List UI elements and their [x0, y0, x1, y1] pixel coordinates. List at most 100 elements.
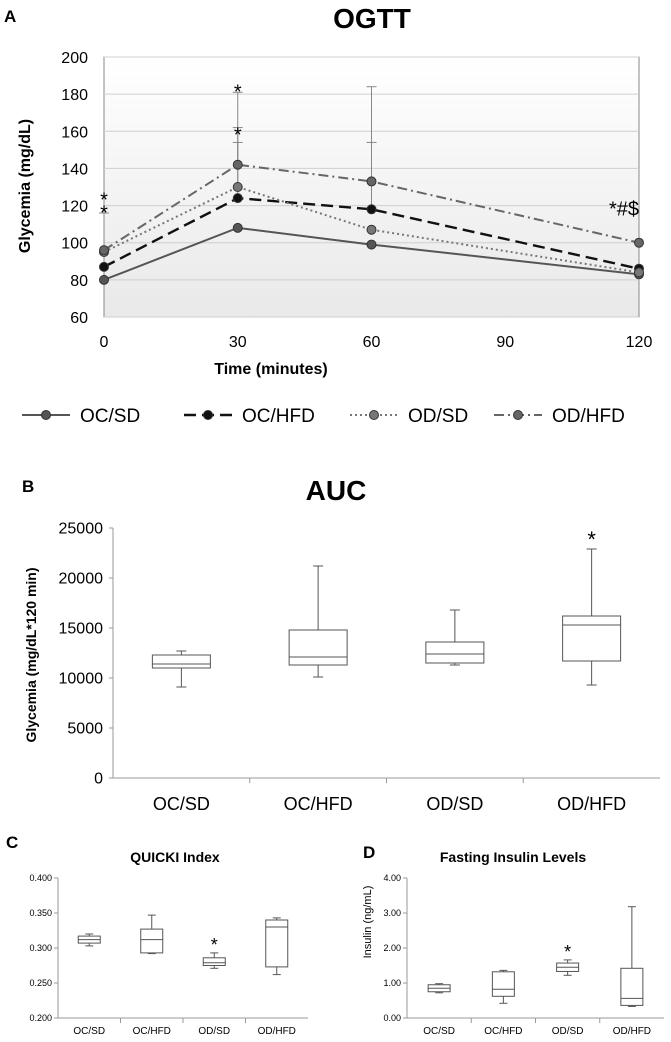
insulin-y-tick-4-00: 4.00 [383, 873, 401, 883]
insulin-chart: Fasting Insulin Levels Insulin (ng/mL) 0… [362, 849, 664, 1037]
ogtt-point-oc-sd [232, 222, 243, 233]
legend-marker-od-hfd [513, 410, 523, 420]
auc-y-tick-10000: 10000 [59, 671, 104, 688]
ogtt-y-tick-120: 120 [61, 199, 88, 216]
quicki-category-od-sd: OD/SD [198, 1026, 230, 1037]
auc-significance-mark-od-hfd: * [587, 527, 596, 552]
auc-box-oc-sd [151, 654, 211, 669]
auc-y-axis-label: Glycemia (mg/dL*120 min) [23, 567, 39, 742]
panel-label-b: B [22, 477, 34, 496]
panel-label-c: C [6, 833, 18, 852]
ogtt-significance-mark: *#$ [609, 199, 639, 221]
auc-category-oc-sd: OC/SD [153, 794, 210, 814]
auc-y-tick-5000: 5000 [67, 721, 103, 738]
panel-label-d: D [363, 843, 375, 862]
quicki-y-tick-0-400: 0.400 [29, 873, 52, 883]
insulin-significance-mark-od-sd: * [564, 942, 571, 962]
quicki-y-tick-0-350: 0.350 [29, 908, 52, 918]
ogtt-point-od-sd [366, 224, 377, 235]
legend-marker-od-sd [369, 410, 379, 420]
legend-label-od-hfd: OD/HFD [552, 406, 625, 427]
ogtt-y-tick-60: 60 [70, 310, 88, 327]
insulin-y-axis-label: Insulin (ng/mL) [362, 886, 374, 959]
auc-box-od-hfd [562, 615, 622, 662]
ogtt-y-tick-200: 200 [61, 50, 88, 67]
ogtt-point-od-hfd [232, 159, 243, 170]
ogtt-series-oc-hfd [103, 196, 640, 270]
ogtt-y-axis-label: Glycemia (mg/dL) [17, 119, 34, 253]
ogtt-point-od-sd [634, 267, 644, 278]
ogtt-x-tick-30: 30 [229, 334, 247, 351]
ogtt-x-tick-0: 0 [100, 334, 109, 351]
ogtt-x-axis-label: Time (minutes) [214, 361, 328, 378]
ogtt-series-od-hfd [103, 163, 640, 251]
legend-label-oc-hfd: OC/HFD [242, 406, 315, 427]
ogtt-series-oc-sd [103, 226, 640, 281]
quicki-chart: QUICKI Index 0.200 0.250 0.300 0.350 0.400 OC… [29, 849, 308, 1037]
ogtt-point-oc-hfd [99, 261, 109, 272]
ogtt-point-oc-sd [366, 239, 377, 250]
ogtt-y-tick-140: 140 [61, 161, 88, 178]
auc-title: AUC [306, 475, 367, 506]
quicki-box-od-sd [202, 957, 226, 966]
insulin-y-tick-0-00: 0.00 [383, 1013, 401, 1023]
panel-label-a: A [4, 7, 16, 26]
ogtt-legend: OC/SD OC/HFD OD/SD OD/HFD [22, 406, 625, 427]
insulin-category-od-sd: OD/SD [552, 1026, 584, 1037]
ogtt-significance-mark: * [100, 202, 108, 224]
ogtt-y-tick-80: 80 [70, 273, 88, 290]
auc-y-tick-20000: 20000 [59, 571, 104, 588]
ogtt-significance-mark: * [234, 82, 242, 104]
legend-label-od-sd: OD/SD [408, 406, 468, 427]
ogtt-point-od-hfd [634, 237, 644, 248]
ogtt-y-tick-100: 100 [61, 236, 88, 253]
insulin-box-oc-hfd [491, 971, 515, 997]
ogtt-x-tick-120: 120 [626, 334, 653, 351]
quicki-y-tick-0-200: 0.200 [29, 1013, 52, 1023]
ogtt-significance-mark: * [234, 124, 242, 146]
ogtt-x-tick-90: 90 [496, 334, 514, 351]
legend-marker-oc-sd [41, 410, 51, 420]
quicki-y-tick-0-300: 0.300 [29, 943, 52, 953]
quicki-title: QUICKI Index [130, 849, 220, 865]
insulin-title: Fasting Insulin Levels [440, 849, 586, 865]
ogtt-x-tick-60: 60 [363, 334, 381, 351]
ogtt-y-tick-180: 180 [61, 87, 88, 104]
ogtt-chart: OGTT 60 80 100 120 140 160 180 200 0 30 60 90 120 *… [17, 3, 652, 427]
quicki-box-oc-hfd [140, 928, 164, 954]
insulin-category-oc-hfd: OC/HFD [484, 1026, 522, 1037]
auc-box-oc-hfd [288, 629, 348, 666]
insulin-category-od-hfd: OD/HFD [613, 1026, 651, 1037]
quicki-box-od-hfd [265, 919, 289, 968]
auc-category-oc-hfd: OC/HFD [284, 794, 353, 814]
insulin-box-od-hfd [620, 967, 644, 1006]
ogtt-significance-mark: * [100, 189, 108, 211]
ogtt-y-tick-160: 160 [61, 124, 88, 141]
quicki-category-od-hfd: OD/HFD [258, 1026, 296, 1037]
ogtt-point-od-hfd [366, 176, 377, 187]
insulin-y-tick-1-00: 1.00 [383, 978, 401, 988]
insulin-y-tick-3-00: 3.00 [383, 908, 401, 918]
quicki-category-oc-hfd: OC/HFD [133, 1026, 171, 1037]
ogtt-point-od-hfd [99, 245, 109, 256]
legend-marker-oc-hfd [203, 410, 213, 420]
auc-y-tick-0: 0 [94, 771, 103, 788]
auc-chart: AUC Glycemia (mg/dL*120 min) 0 5000 10000 1… [23, 475, 660, 814]
ogtt-title: OGTT [333, 3, 411, 34]
quicki-category-oc-sd: OC/SD [73, 1026, 105, 1037]
quicki-y-tick-0-250: 0.250 [29, 978, 52, 988]
auc-y-tick-15000: 15000 [59, 621, 104, 638]
insulin-y-tick-2-00: 2.00 [383, 943, 401, 953]
auc-category-od-hfd: OD/HFD [557, 794, 626, 814]
auc-y-tick-25000: 25000 [59, 521, 104, 538]
ogtt-point-oc-hfd [232, 193, 243, 204]
auc-category-od-sd: OD/SD [426, 794, 483, 814]
ogtt-point-od-sd [232, 182, 243, 192]
quicki-significance-mark-od-sd: * [211, 935, 218, 955]
insulin-category-oc-sd: OC/SD [423, 1026, 455, 1037]
auc-box-od-sd [425, 641, 485, 664]
ogtt-point-oc-hfd [366, 204, 377, 215]
ogtt-point-oc-sd [99, 274, 109, 285]
legend-label-oc-sd: OC/SD [80, 406, 140, 427]
